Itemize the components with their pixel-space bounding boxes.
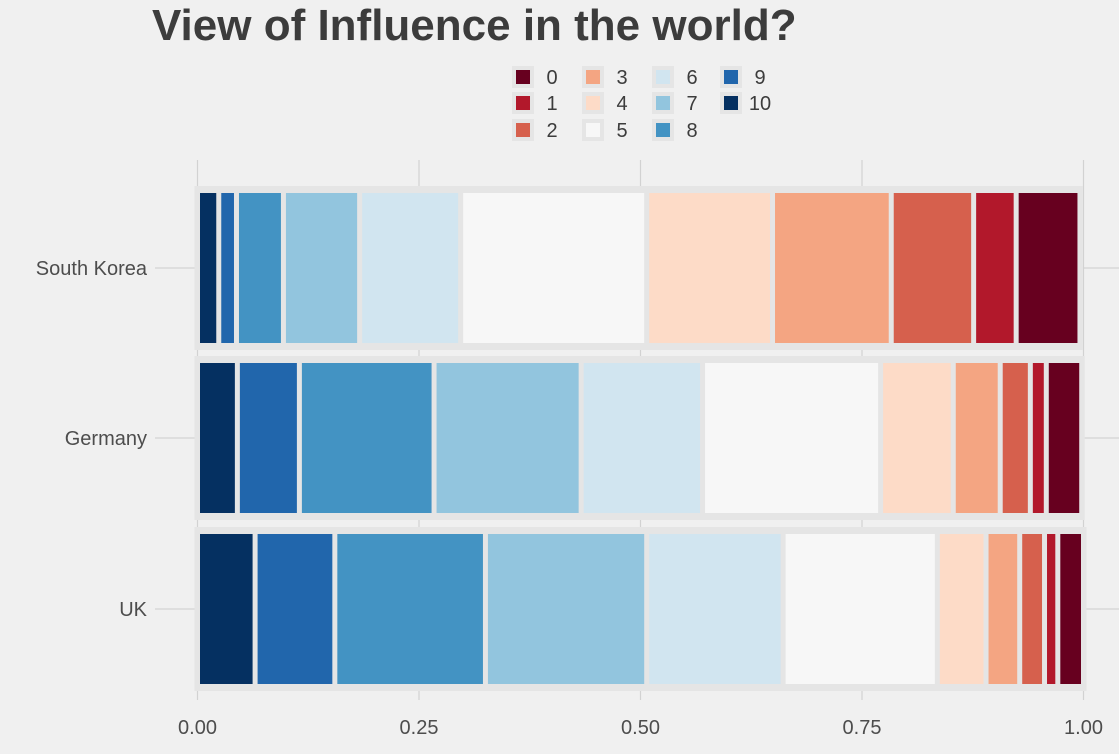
legend: 0 1 2 3 4 5 6 7 8 9 10 [512, 66, 771, 142]
bar-segment-uk-6 [649, 534, 781, 684]
bar-segment-uk-4 [939, 534, 984, 684]
bar-segment-germany-7 [436, 363, 579, 513]
legend-swatch-2 [516, 123, 530, 137]
y-tick-label: South Korea [36, 258, 148, 280]
bar-segment-uk-9 [257, 534, 333, 684]
bar-segment-south-korea-5 [463, 193, 645, 343]
bar-segment-uk-1 [1047, 534, 1056, 684]
bar-segment-south-korea-0 [1018, 193, 1078, 343]
x-tick-label: 0.00 [178, 717, 217, 739]
bar-segment-south-korea-6 [362, 193, 459, 343]
bar-segment-germany-3 [955, 363, 998, 513]
legend-label: 10 [749, 93, 771, 115]
legend-label: 1 [546, 93, 557, 115]
legend-swatch-4 [586, 96, 600, 110]
bar-segment-uk-3 [988, 534, 1018, 684]
bar-segment-germany-9 [239, 363, 297, 513]
legend-label: 0 [546, 67, 557, 89]
x-tick-label: 0.75 [843, 717, 882, 739]
bar-segment-south-korea-9 [221, 193, 234, 343]
legend-label: 9 [754, 67, 765, 89]
bar-segment-south-korea-8 [238, 193, 281, 343]
x-axis-labels: 0.00 0.25 0.50 0.75 1.00 [178, 717, 1103, 739]
bar-segment-south-korea-10 [200, 193, 217, 343]
bar-segment-germany-5 [705, 363, 879, 513]
legend-label: 8 [686, 120, 697, 142]
y-tick-label: UK [119, 599, 147, 621]
bar-segment-south-korea-7 [285, 193, 358, 343]
legend-swatch-8 [656, 123, 670, 137]
legend-label: 5 [616, 120, 627, 142]
legend-label: 7 [686, 93, 697, 115]
bar-segment-south-korea-4 [649, 193, 771, 343]
legend-swatch-3 [586, 70, 600, 84]
bar-segment-south-korea-3 [775, 193, 889, 343]
bar-segment-south-korea-2 [893, 193, 972, 343]
x-tick-label: 1.00 [1064, 717, 1103, 739]
bar-segment-uk-0 [1060, 534, 1081, 684]
bar-segment-uk-10 [200, 534, 253, 684]
legend-swatch-5 [586, 123, 600, 137]
legend-swatch-6 [656, 70, 670, 84]
bar-segment-south-korea-1 [976, 193, 1014, 343]
legend-label: 6 [686, 67, 697, 89]
bar-segment-germany-0 [1048, 363, 1080, 513]
legend-label: 3 [616, 67, 627, 89]
bar-segment-uk-2 [1022, 534, 1043, 684]
legend-swatch-10 [724, 96, 738, 110]
bar-segment-uk-7 [487, 534, 645, 684]
bar-segment-uk-8 [337, 534, 483, 684]
x-tick-label: 0.50 [621, 717, 660, 739]
bar-segment-germany-6 [583, 363, 701, 513]
bar-segment-uk-5 [785, 534, 935, 684]
chart-title: View of Influence in the world? [152, 1, 797, 50]
y-tick-label: Germany [65, 428, 147, 450]
bar-segment-germany-4 [883, 363, 951, 513]
legend-swatch-7 [656, 96, 670, 110]
x-tick-label: 0.25 [400, 717, 439, 739]
legend-swatch-0 [516, 70, 530, 84]
legend-swatch-1 [516, 96, 530, 110]
legend-swatch-9 [724, 70, 738, 84]
legend-label: 2 [546, 120, 557, 142]
legend-label: 4 [616, 93, 627, 115]
y-axis-labels: South Korea Germany UK [36, 258, 148, 621]
bars [194, 186, 1087, 691]
bar-segment-germany-1 [1032, 363, 1044, 513]
bar-segment-germany-10 [200, 363, 235, 513]
bar-segment-germany-8 [301, 363, 432, 513]
bar-segment-germany-2 [1002, 363, 1028, 513]
